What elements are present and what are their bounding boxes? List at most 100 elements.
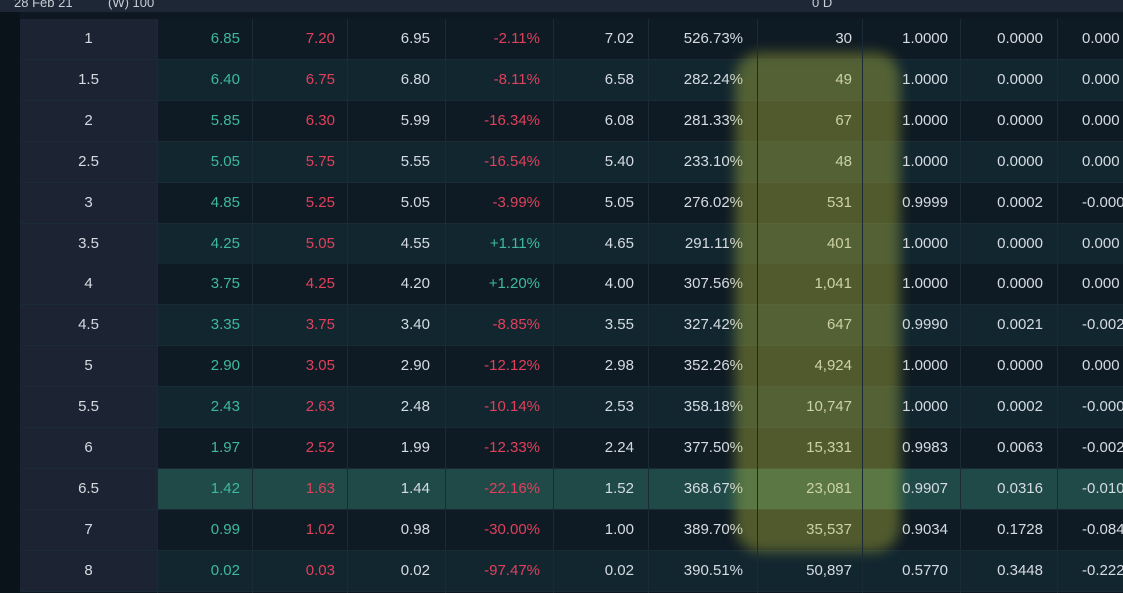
last-cell: 2.90 xyxy=(400,357,430,375)
table-row: 1 6.85 7.20 6.95 -2.11% 7.02 526.73% 30 1.0000 0.… xyxy=(20,19,1123,60)
column-divider xyxy=(648,19,649,593)
ask-cell: 1.63 xyxy=(305,479,335,497)
column-divider xyxy=(445,19,446,593)
strike-cell-bg xyxy=(20,387,157,428)
mark-cell: 6.08 xyxy=(604,111,634,129)
bid-cell: 6.85 xyxy=(210,30,240,47)
bid-cell: 3.75 xyxy=(210,275,240,293)
change-cell: -12.12% xyxy=(484,357,540,375)
bid-cell: 6.40 xyxy=(210,70,240,88)
strike-cell: 1.5 xyxy=(78,70,99,88)
mark-cell: 6.58 xyxy=(604,70,634,88)
delta-cell: 0.9999 xyxy=(902,193,948,211)
last-cell: 6.80 xyxy=(400,70,430,88)
table-row: 3 4.85 5.25 5.05 -3.99% 5.05 276.02% 531 0.9999 0… xyxy=(20,182,1123,224)
last-cell: 1.99 xyxy=(400,439,430,456)
strike-cell-bg xyxy=(20,59,157,100)
volume-cell: 401 xyxy=(826,234,852,252)
strike-cell-bg xyxy=(20,550,157,591)
table-row: 2 5.85 6.30 5.99 -16.34% 6.08 281.33% 67 1.0000 0… xyxy=(20,100,1123,142)
strike-cell: 4 xyxy=(84,275,93,293)
mark-cell: 5.40 xyxy=(604,152,634,170)
last-cell: 1.44 xyxy=(400,479,430,497)
ask-cell: 5.05 xyxy=(305,234,335,252)
table-row: 1.5 6.40 6.75 6.80 -8.11% 6.58 282.24% 49 1.0000… xyxy=(20,59,1123,101)
strike-cell: 8 xyxy=(84,561,93,579)
change-cell: +1.20% xyxy=(488,275,540,293)
table-row: 5 2.90 3.05 2.90 -12.12% 2.98 352.26% 4,924 1.00… xyxy=(20,346,1123,388)
delta-cell: 1.0000 xyxy=(902,30,948,47)
change-cell: +1.11% xyxy=(489,234,540,252)
theta-cell: -0.000 xyxy=(1082,193,1123,211)
bid-cell: 5.05 xyxy=(210,152,240,170)
strike-cell-bg xyxy=(20,182,157,223)
iv-cell: 281.33% xyxy=(683,111,743,129)
gamma-cell: 0.0002 xyxy=(997,193,1043,211)
ask-cell: 0.03 xyxy=(305,561,335,579)
mark-cell: 2.24 xyxy=(604,439,634,456)
strike-cell: 3 xyxy=(84,193,93,211)
theta-cell: 0.000 xyxy=(1082,70,1120,88)
bid-cell: 1.97 xyxy=(210,439,240,456)
column-divider xyxy=(553,19,554,593)
selected-row-bg xyxy=(157,468,1123,509)
volume-cell: 30 xyxy=(835,30,852,47)
bid-cell: 4.25 xyxy=(210,234,240,252)
column-divider xyxy=(960,19,961,593)
theta-cell: 0.000 xyxy=(1082,357,1120,375)
bid-cell: 2.90 xyxy=(210,357,240,375)
volume-cell: 4,924 xyxy=(814,357,852,375)
table-row: 6.5 1.42 1.63 1.44 -22.16% 1.52 368.67% 23,081 0… xyxy=(20,468,1123,510)
theta-cell: 0.000 xyxy=(1082,234,1120,252)
iv-cell: 389.70% xyxy=(683,520,743,538)
iv-cell: 352.26% xyxy=(683,357,743,375)
theta-cell: -0.222 xyxy=(1082,561,1123,579)
strike-cell-bg xyxy=(20,264,157,305)
iv-cell: 276.02% xyxy=(683,193,743,211)
last-cell: 5.99 xyxy=(400,111,430,129)
option-chain: 1 6.85 7.20 6.95 -2.11% 7.02 526.73% 30 1.0000 0.… xyxy=(20,19,1123,593)
gamma-cell: 0.3448 xyxy=(997,561,1043,579)
column-divider xyxy=(757,19,758,593)
last-cell: 6.95 xyxy=(400,30,430,47)
last-cell: 0.02 xyxy=(400,561,430,579)
table-row: 6 1.97 2.52 1.99 -12.33% 2.24 377.50% 15,331 0.9… xyxy=(20,428,1123,469)
volume-cell: 15,331 xyxy=(806,439,852,456)
change-cell: -30.00% xyxy=(484,520,540,538)
iv-cell: 368.67% xyxy=(683,479,743,497)
strike-cell-bg xyxy=(20,468,157,509)
delta-cell: 0.9983 xyxy=(902,439,948,456)
ask-cell: 1.02 xyxy=(305,520,335,538)
strike-cell-bg xyxy=(20,223,157,264)
volume-cell: 10,747 xyxy=(806,398,852,416)
volume-cell: 35,537 xyxy=(806,520,852,538)
column-divider xyxy=(347,19,348,593)
strike-cell: 5.5 xyxy=(78,398,99,416)
volume-cell: 1,041 xyxy=(814,275,852,293)
bid-cell: 1.42 xyxy=(210,479,240,497)
iv-cell: 291.11% xyxy=(684,234,743,252)
strike-cell: 4.5 xyxy=(78,316,99,334)
column-divider xyxy=(252,19,253,593)
strike-cell-bg xyxy=(20,428,157,468)
strike-cell: 7 xyxy=(84,520,93,538)
theta-cell: -0.010 xyxy=(1082,479,1123,497)
ask-cell: 5.25 xyxy=(305,193,335,211)
gamma-cell: 0.0000 xyxy=(997,152,1043,170)
iv-cell: 526.73% xyxy=(683,30,743,47)
strike-cell-bg xyxy=(20,141,157,182)
strike-cell: 6 xyxy=(84,439,93,456)
strike-cell-bg xyxy=(20,346,157,387)
table-row: 5.5 2.43 2.63 2.48 -10.14% 2.53 358.18% 10,747 1… xyxy=(20,387,1123,429)
gamma-cell: 0.0063 xyxy=(997,439,1043,456)
volume-cell: 647 xyxy=(826,316,852,334)
iv-cell: 390.51% xyxy=(683,561,743,579)
last-cell: 3.40 xyxy=(400,316,430,334)
delta-cell: 0.9990 xyxy=(902,316,948,334)
bid-cell: 0.99 xyxy=(210,520,240,538)
delta-cell: 1.0000 xyxy=(902,357,948,375)
ask-cell: 6.30 xyxy=(305,111,335,129)
gamma-cell: 0.0002 xyxy=(997,398,1043,416)
delta-cell: 0.5770 xyxy=(902,561,948,579)
volume-cell: 48 xyxy=(835,152,852,170)
